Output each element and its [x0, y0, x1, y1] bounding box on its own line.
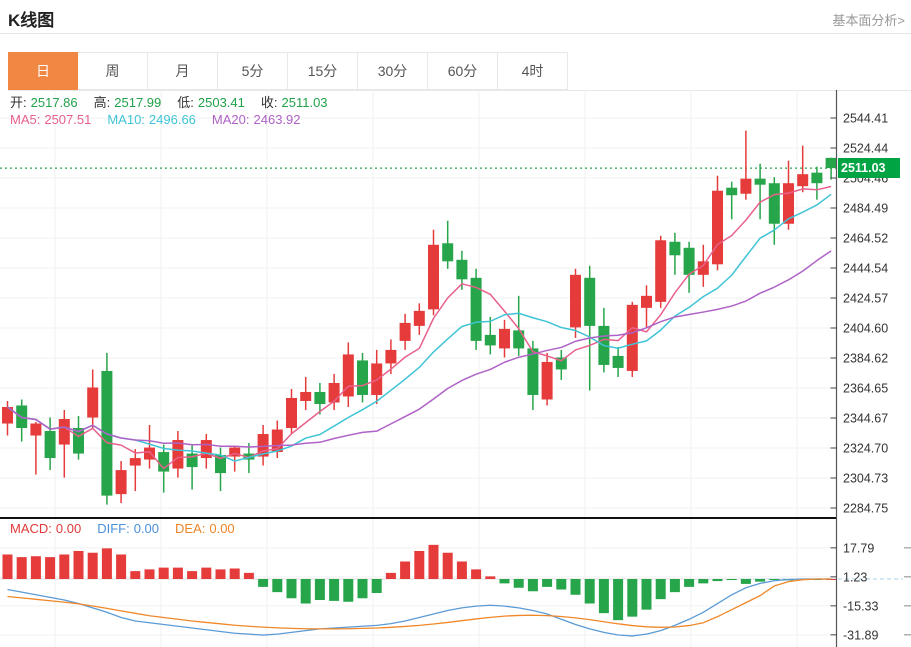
- tab-4时[interactable]: 4时: [498, 52, 568, 90]
- y-axis-label: 2404.60: [843, 322, 888, 336]
- legend-value: 2507.51: [44, 112, 92, 127]
- legend-label: DIFF:: [97, 521, 130, 536]
- tab-60分[interactable]: 60分: [428, 52, 498, 90]
- y-axis-label: 2304.73: [843, 472, 888, 486]
- ohlc-legend: 开: 2517.86 高: 2517.99 低: 2503.41 收: 2511.03: [10, 92, 344, 111]
- legend-value: 2503.41: [197, 95, 245, 110]
- fundamental-analysis-link[interactable]: 基本面分析>: [832, 13, 905, 28]
- y-axis-label: 2324.70: [843, 442, 888, 456]
- macd-axis-label: 17.79: [843, 541, 874, 555]
- y-axis-label: 2384.62: [843, 352, 888, 366]
- macd-axis-label: 1.23: [843, 570, 867, 584]
- legend-value: 2517.99: [114, 95, 162, 110]
- legend-value: 0.00: [55, 521, 82, 536]
- tab-月[interactable]: 月: [148, 52, 218, 90]
- legend-value: 2496.66: [148, 112, 196, 127]
- y-axis-label: 2484.49: [843, 202, 888, 216]
- legend-value: 0.00: [209, 521, 235, 536]
- legend-label: MA10:: [107, 112, 145, 127]
- legend-value: 2511.03: [281, 95, 328, 110]
- legend-label: DEA:: [175, 521, 206, 536]
- y-axis-label: 2444.54: [843, 262, 888, 276]
- tab-5分[interactable]: 5分: [218, 52, 288, 90]
- y-axis-label: 2544.41: [843, 112, 888, 126]
- y-axis-label: 2344.67: [843, 412, 888, 426]
- y-axis-label: 2424.57: [843, 292, 888, 306]
- legend-value: 2463.92: [253, 112, 301, 127]
- current-price-badge: 2511.03: [838, 158, 900, 178]
- ma-legend: MA5: 2507.51 MA10: 2496.66 MA20: 2463.92: [10, 112, 317, 127]
- tab-周[interactable]: 周: [78, 52, 148, 90]
- legend-label: 低:: [177, 95, 194, 110]
- interval-tabbar: 日周月 5分 15分 30分 60分 4时: [8, 52, 911, 91]
- legend-label: MA5:: [10, 112, 41, 127]
- tab-30分[interactable]: 30分: [358, 52, 428, 90]
- legend-label: 收:: [260, 95, 278, 110]
- legend-value: 0.00: [133, 521, 160, 536]
- y-axis-label: 2524.44: [843, 142, 888, 156]
- legend-label: MA20:: [211, 112, 250, 127]
- tab-日[interactable]: 日: [8, 52, 78, 90]
- macd-legend: MACD: 0.00 DIFF: 0.00 DEA: 0.00: [10, 521, 251, 536]
- y-axis-label: 2364.65: [843, 382, 888, 396]
- legend-label: 开:: [10, 95, 27, 110]
- macd-axis-label: -15.33: [843, 599, 878, 613]
- legend-label: MACD:: [10, 521, 52, 536]
- header-divider: [0, 33, 911, 34]
- tab-15分[interactable]: 15分: [288, 52, 358, 90]
- y-axis-label: 2464.52: [843, 232, 888, 246]
- y-axis-label: 2284.75: [843, 502, 888, 516]
- page-title: K线图: [8, 11, 55, 30]
- legend-label: 高:: [93, 95, 111, 110]
- macd-axis-label: -31.89: [843, 628, 878, 642]
- legend-value: 2517.86: [30, 95, 78, 110]
